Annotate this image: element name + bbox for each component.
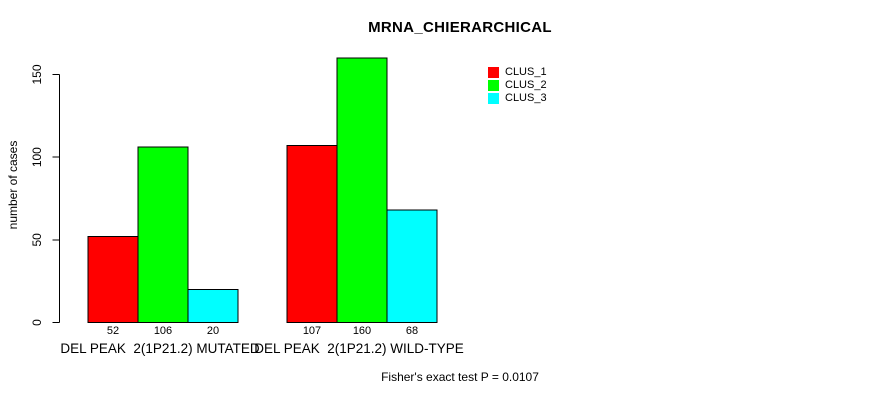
legend-item: CLUS_2 bbox=[488, 79, 547, 92]
bar-clus_3-group1 bbox=[187, 288, 239, 323]
bar-clus_2-group2 bbox=[336, 57, 388, 323]
bar-clus_1-group2 bbox=[286, 145, 338, 323]
legend-label: CLUS_3 bbox=[505, 92, 547, 104]
legend-swatch-clus-2 bbox=[488, 80, 499, 91]
legend-item: CLUS_1 bbox=[488, 66, 547, 79]
bar-clus_1-group1 bbox=[87, 236, 139, 324]
fisher-test-annotation: Fisher's exact test P = 0.0107 bbox=[381, 370, 539, 384]
group-label: DEL PEAK 2(1P21.2) WILD-TYPE bbox=[254, 341, 464, 356]
legend: CLUS_1 CLUS_2 CLUS_3 bbox=[488, 66, 547, 105]
bar-value-label: 160 bbox=[353, 325, 371, 337]
legend-swatch-clus-3 bbox=[488, 93, 499, 104]
legend-label: CLUS_2 bbox=[505, 79, 547, 91]
bar-value-label: 68 bbox=[406, 325, 418, 337]
y-tick-label: 150 bbox=[30, 64, 44, 84]
y-tick-label: 0 bbox=[30, 319, 44, 326]
legend-swatch-clus-1 bbox=[488, 67, 499, 78]
bar-value-label: 20 bbox=[207, 325, 219, 337]
y-tick-label: 100 bbox=[30, 147, 44, 167]
chart-title: MRNA_CHIERARCHICAL bbox=[368, 19, 552, 36]
bar-value-label: 107 bbox=[303, 325, 321, 337]
bar-clus_3-group2 bbox=[386, 209, 438, 323]
bar-clus_2-group1 bbox=[137, 146, 189, 323]
legend-item: CLUS_3 bbox=[488, 92, 547, 105]
bar-value-label: 52 bbox=[107, 325, 119, 337]
y-tick-label: 50 bbox=[30, 233, 44, 247]
group-label: DEL PEAK 2(1P21.2) MUTATED bbox=[60, 341, 260, 356]
bar-value-label: 106 bbox=[154, 325, 172, 337]
legend-label: CLUS_1 bbox=[505, 66, 547, 78]
